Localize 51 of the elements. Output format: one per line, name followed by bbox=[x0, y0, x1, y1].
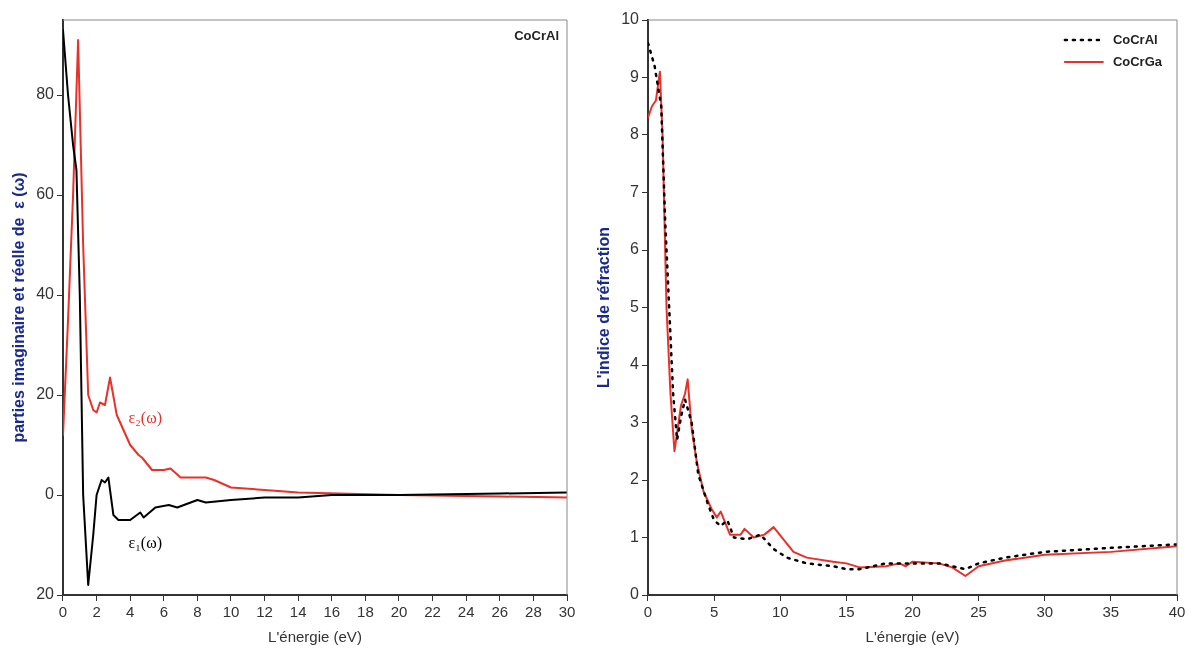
x-axis-title: L'énergie (eV) bbox=[865, 628, 960, 646]
legend-label: CoCrGa bbox=[1112, 53, 1163, 69]
x-axis-title: L'énergie (eV) bbox=[268, 628, 362, 646]
x-tick-label: 12 bbox=[256, 603, 273, 621]
x-tick-label: 35 bbox=[1102, 603, 1120, 621]
x-tick-label: 24 bbox=[457, 603, 475, 621]
y-tick-label: 9 bbox=[630, 67, 640, 85]
x-tick-label: 26 bbox=[491, 603, 509, 621]
x-tick-label: 10 bbox=[771, 603, 789, 621]
series-label: ε₁(ω) bbox=[128, 534, 162, 553]
x-tick-label: 2 bbox=[92, 603, 101, 621]
x-tick-label: 10 bbox=[222, 603, 240, 621]
y-tick-label: 80 bbox=[36, 85, 55, 103]
y-tick-label: 20 bbox=[36, 585, 55, 603]
y-tick-label: 8 bbox=[630, 125, 640, 143]
y-tick-label: 20 bbox=[36, 385, 55, 403]
x-tick-label: 4 bbox=[126, 603, 135, 621]
x-tick-label: 28 bbox=[525, 603, 542, 621]
x-tick-label: 22 bbox=[424, 603, 441, 621]
legend-label: CoCrAl bbox=[1112, 31, 1158, 47]
x-tick-label: 5 bbox=[709, 603, 719, 621]
x-tick-label: 18 bbox=[357, 603, 374, 621]
x-tick-label: 14 bbox=[289, 603, 307, 621]
x-tick-label: 25 bbox=[970, 603, 987, 621]
y-tick-label: 4 bbox=[630, 355, 640, 373]
x-tick-label: 15 bbox=[838, 603, 855, 621]
y-tick-label: 0 bbox=[630, 585, 640, 603]
y-tick-label: 1 bbox=[630, 527, 640, 545]
x-tick-label: 0 bbox=[58, 603, 68, 621]
y-tick-label: 2 bbox=[630, 470, 640, 488]
x-tick-label: 30 bbox=[558, 603, 576, 621]
x-tick-label: 20 bbox=[390, 603, 408, 621]
y-axis-title: L'indice de réfraction bbox=[595, 226, 613, 389]
x-tick-label: 16 bbox=[323, 603, 341, 621]
x-tick-label: 8 bbox=[193, 603, 202, 621]
x-tick-label: 40 bbox=[1168, 603, 1186, 621]
x-tick-label: 0 bbox=[643, 603, 653, 621]
y-tick-label: 3 bbox=[630, 412, 640, 430]
y-tick-label: 60 bbox=[36, 185, 55, 203]
y-tick-label: 7 bbox=[630, 182, 640, 200]
series-label: ε₂(ω) bbox=[128, 409, 162, 428]
y-tick-label: 6 bbox=[630, 240, 640, 258]
y-tick-label: 0 bbox=[45, 485, 55, 503]
x-tick-label: 30 bbox=[1036, 603, 1054, 621]
y-tick-label: 5 bbox=[630, 297, 640, 315]
y-axis-title: parties imaginaire et réelle de ε (ω) bbox=[10, 172, 28, 443]
annotation: CoCrAl bbox=[514, 28, 559, 44]
y-tick-label: 10 bbox=[621, 10, 640, 28]
x-tick-label: 6 bbox=[159, 603, 168, 621]
y-tick-label: 40 bbox=[36, 285, 55, 303]
x-tick-label: 20 bbox=[904, 603, 921, 621]
